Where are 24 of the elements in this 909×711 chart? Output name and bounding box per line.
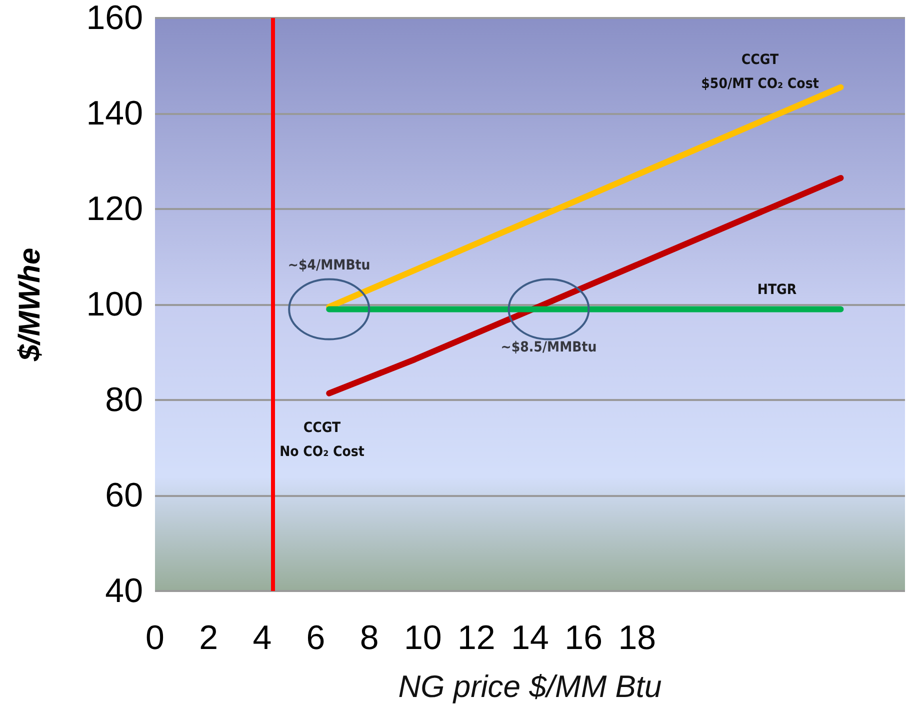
x-tick-label: 0 — [146, 619, 164, 657]
x-axis-title: NG price $/MM Btu — [398, 669, 662, 704]
x-tick-label: 8 — [360, 619, 379, 657]
x-tick-label: 6 — [306, 619, 326, 657]
annotation: CCGT No CO₂ Cost — [280, 420, 364, 460]
y-axis-title: $/MWhe — [14, 248, 46, 362]
x-tick-label: 12 — [458, 619, 496, 657]
annotation: ~$4/MMBtu — [288, 257, 370, 274]
x-tick-label: 4 — [252, 619, 272, 657]
x-tick-label: 14 — [511, 619, 549, 657]
y-tick-label: 60 — [105, 476, 143, 514]
y-tick-label: 80 — [105, 381, 143, 419]
y-tick-label: 100 — [86, 286, 143, 324]
y-tick-label: 160 — [86, 0, 143, 37]
annotation: ~$8.5/MMBtu — [500, 339, 597, 356]
y-tick-label: 140 — [86, 94, 143, 132]
x-tick-label: 10 — [404, 619, 442, 657]
x-tick-label: 2 — [199, 619, 218, 657]
annotation: HTGR — [757, 282, 797, 298]
x-tick-label: 16 — [564, 619, 602, 657]
x-tick-label: 18 — [618, 619, 656, 657]
y-tick-label: 120 — [86, 190, 143, 228]
annotation: CCGT $50/MT CO₂ Cost — [701, 52, 819, 92]
y-tick-label: 40 — [105, 572, 143, 610]
